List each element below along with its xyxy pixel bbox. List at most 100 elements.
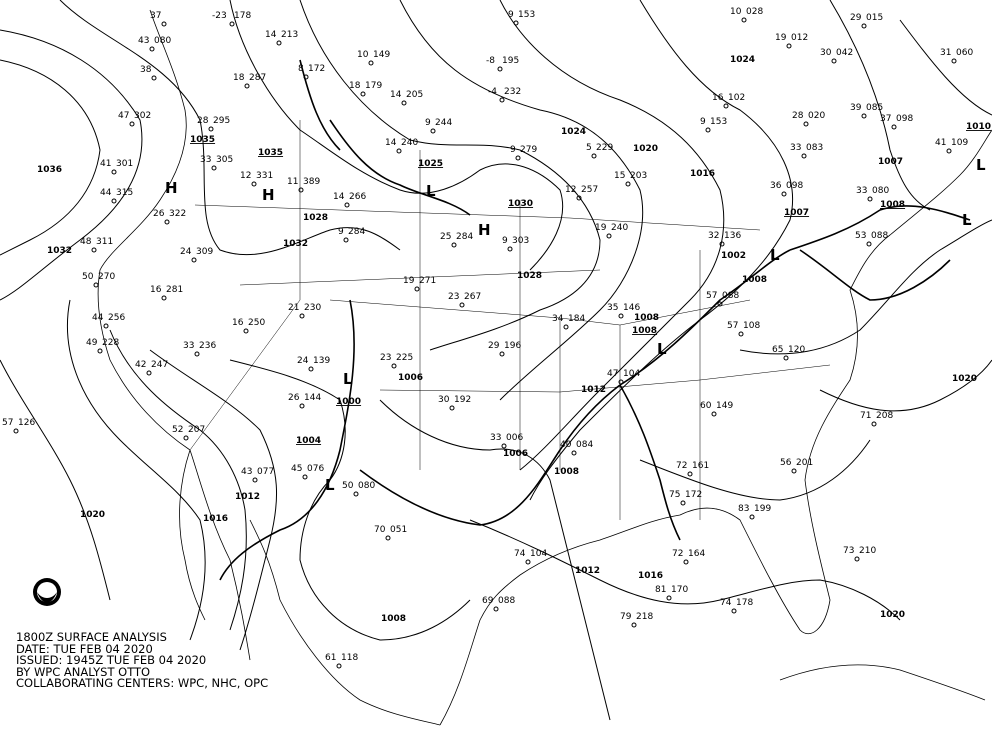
- station-circle-icon: [129, 121, 135, 127]
- station-temperature: 33: [790, 143, 801, 153]
- station-plot: 81 170: [655, 585, 688, 601]
- isobar-label: 1012: [581, 385, 606, 395]
- station-pressure: 178: [736, 598, 753, 608]
- station-pressure: 015: [866, 13, 883, 23]
- station-plot: 53 088: [855, 231, 888, 247]
- station-temperature: 29: [850, 13, 862, 23]
- station-pressure: 244: [435, 118, 452, 128]
- station-temperature: 74: [514, 549, 526, 559]
- station-temperature: 71: [860, 411, 871, 421]
- station-pressure: 184: [568, 314, 585, 324]
- station-pressure: 210: [859, 546, 876, 556]
- station-plot: 19 240: [595, 223, 628, 239]
- state-borders: [189, 120, 831, 520]
- station-temperature: 9: [700, 117, 706, 127]
- station-plot: 14 240: [385, 138, 418, 154]
- station-circle-icon: [719, 241, 725, 247]
- station-temperature: 39: [850, 103, 862, 113]
- station-pressure: 284: [456, 232, 473, 242]
- isobar-label: 1016: [638, 571, 663, 581]
- station-circle-icon: [414, 286, 420, 292]
- station-circle-icon: [871, 421, 877, 427]
- station-circle-icon: [97, 348, 103, 354]
- station-temperature: 52: [172, 425, 183, 435]
- pressure-center-L: L: [426, 182, 436, 200]
- station-plot: 43 077: [241, 467, 274, 483]
- isobar-label: 1024: [561, 127, 586, 137]
- station-temperature: 53: [855, 231, 866, 241]
- station-plot: 9 284: [338, 227, 365, 243]
- station-pressure: 060: [956, 48, 973, 58]
- station-temperature: 10: [730, 7, 742, 17]
- caption-issued: ISSUED: 1945Z TUE FEB 04 2020: [16, 653, 207, 667]
- station-pressure: 172: [308, 64, 325, 74]
- station-temperature: 18: [233, 73, 245, 83]
- station-plot: 24 139: [297, 356, 330, 372]
- station-circle-icon: [731, 608, 737, 614]
- station-plot: 34 184: [552, 314, 585, 330]
- station-temperature: 21: [288, 303, 299, 313]
- station-circle-icon: [499, 97, 505, 103]
- pressure-center-value: 1035: [258, 148, 283, 158]
- station-pressure: 192: [454, 395, 471, 405]
- station-circle-icon: [161, 295, 167, 301]
- station-plot: 16 102: [712, 93, 745, 109]
- station-circle-icon: [146, 370, 152, 376]
- station-pressure: 270: [98, 272, 115, 282]
- station-temperature: 18: [349, 81, 361, 91]
- station-plot: 33 080: [856, 186, 889, 202]
- station-pressure: 161: [692, 461, 709, 471]
- station-circle-icon: [276, 40, 282, 46]
- station-pressure: 322: [169, 209, 186, 219]
- station-circle-icon: [191, 257, 197, 263]
- station-plot: 52 207: [172, 425, 205, 441]
- station-circle-icon: [164, 219, 170, 225]
- station-pressure: 077: [257, 467, 274, 477]
- station-pressure: 201: [796, 458, 813, 468]
- station-pressure: 302: [134, 111, 151, 121]
- station-plot: 44 315: [100, 188, 133, 204]
- isobar-label: 1020: [952, 374, 977, 384]
- station-pressure: 218: [636, 612, 653, 622]
- fronts: [219, 59, 971, 581]
- pressure-center-H: H: [478, 221, 491, 239]
- station-pressure: 178: [234, 11, 251, 21]
- station-pressure: 389: [303, 177, 320, 187]
- station-circle-icon: [801, 153, 807, 159]
- station-plot: 24 309: [180, 247, 213, 263]
- station-circle-icon: [618, 313, 624, 319]
- station-plot: 57 088: [706, 291, 739, 307]
- station-plot: 61 118: [325, 653, 358, 669]
- pressure-centers: H1035H1035H1030L1025L1004L1000L1007L1008…: [165, 122, 991, 494]
- station-temperature: 57: [2, 418, 13, 428]
- pressure-center-value: 1007: [784, 208, 809, 218]
- isobar-label: 1016: [690, 169, 715, 179]
- station-temperature: 79: [620, 612, 632, 622]
- isobar-label: 1020: [880, 610, 905, 620]
- station-plot: 33 305: [200, 155, 233, 171]
- station-pressure: 179: [365, 81, 382, 91]
- station-plot: 79 218: [620, 612, 653, 628]
- station-plot: 73 210: [843, 546, 876, 562]
- station-temperature: 69: [482, 596, 494, 606]
- station-circle-icon: [451, 242, 457, 248]
- station-plot: 57 126: [2, 418, 35, 434]
- station-plot: 16 281: [150, 285, 183, 301]
- isobar-label: 1008: [634, 313, 659, 323]
- station-plot: 15 203: [614, 171, 647, 187]
- station-plot: 23 267: [448, 292, 481, 308]
- pressure-center-L: L: [962, 211, 972, 229]
- isobar-label: 1006: [398, 373, 423, 383]
- station-pressure: 287: [249, 73, 266, 83]
- station-plot: 71 208: [860, 411, 893, 427]
- station-temperature: 16: [712, 93, 724, 103]
- pressure-center-L: L: [657, 340, 667, 358]
- station-plot: 56 201: [780, 458, 813, 474]
- station-pressure: 164: [688, 549, 705, 559]
- isobar-label: 1028: [517, 271, 542, 281]
- station-pressure: 203: [630, 171, 647, 181]
- isobar-label: 1028: [303, 213, 328, 223]
- station-temperature: 40: [560, 440, 572, 450]
- station-circle-icon: [525, 559, 531, 565]
- station-temperature: 28: [197, 116, 209, 126]
